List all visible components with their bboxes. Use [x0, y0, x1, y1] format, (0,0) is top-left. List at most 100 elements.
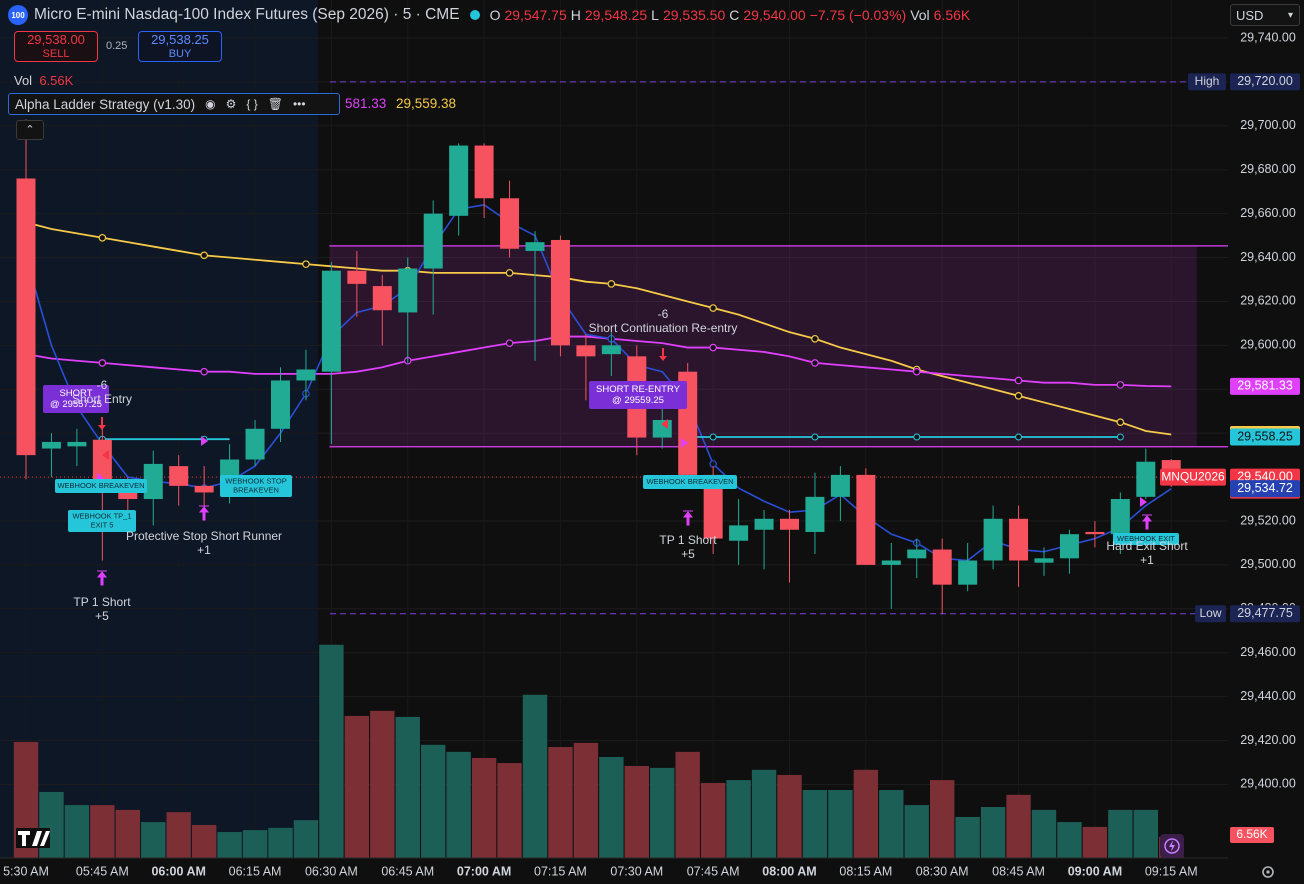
candle-body — [1059, 534, 1079, 559]
stop-dot — [709, 433, 717, 441]
x-tick-label: 07:45 AM — [687, 864, 740, 878]
volume-bar — [802, 790, 828, 858]
annotation-box-text: WEBHOOK BREAKEVEN — [646, 477, 733, 486]
candle-body — [271, 380, 290, 429]
indicator-value: 29,559.38 — [396, 96, 457, 111]
line-dot — [302, 260, 310, 268]
annotation-box-text: @ 29559.25 — [612, 395, 664, 406]
price-badge — [1230, 428, 1300, 446]
indicator-value: 581.33 — [345, 96, 387, 111]
replay-button[interactable] — [1160, 834, 1184, 858]
volume-bar — [446, 751, 471, 858]
candle-body — [881, 560, 901, 565]
price-badge-label: 29,540.00 — [1237, 469, 1293, 483]
y-tick-label: 29,420.00 — [1240, 733, 1296, 747]
annotation-text: -6 — [658, 307, 669, 321]
price-badge — [1230, 605, 1300, 623]
volume-bar — [370, 710, 395, 858]
volume-bar — [980, 807, 1006, 858]
price-tag-label: Low — [1199, 606, 1221, 620]
settings-button[interactable] — [1262, 866, 1274, 878]
indicator-line — [25, 335, 1172, 388]
volume-badge-label: 6.56K — [1236, 827, 1267, 841]
symbol-header: 100 Micro E-mini Nasdaq-100 Index Future… — [8, 4, 970, 26]
candle-body — [16, 178, 36, 456]
volume-bar — [64, 805, 90, 858]
line-dot — [1116, 381, 1125, 389]
volume-bar — [497, 763, 522, 858]
annotation-box-text: SHORT — [59, 388, 92, 399]
volume-bar — [1133, 809, 1158, 858]
volume-bar — [955, 816, 980, 858]
volume-bar — [319, 644, 344, 858]
axes: 29,740.00 29,720.00 29,700.00 29,680.00 29,6… — [3, 30, 1300, 878]
annotation-box — [55, 479, 147, 493]
price-badge-label: 29,558.25 — [1237, 429, 1293, 443]
y-tick-label: 29,740.00 — [1240, 30, 1296, 44]
candle-body — [754, 518, 774, 530]
marker — [102, 450, 109, 460]
price-tag — [1160, 468, 1226, 486]
symbol-badge: 100 — [8, 5, 28, 25]
x-tick-label: 07:15 AM — [534, 864, 587, 878]
buy-button[interactable]: 29,538.25 BUY — [138, 31, 222, 62]
annotation-text: +1 — [197, 543, 211, 557]
line-dot — [811, 334, 819, 343]
zone — [329, 245, 1197, 447]
ohlc-value: 29,547.75 — [504, 7, 567, 23]
candle-body — [372, 286, 392, 311]
volume-bar — [548, 747, 573, 858]
stop-dot — [1015, 433, 1023, 441]
y-tick-label: 29,520.00 — [1240, 513, 1296, 527]
collapse-button[interactable]: ⌃ — [16, 120, 44, 140]
ohlc-value: 29,548.25 — [584, 7, 648, 23]
candle-body — [500, 198, 520, 249]
candle-body — [652, 419, 672, 438]
icon-eye[interactable]: ◉ — [205, 97, 216, 111]
candle-body — [729, 525, 749, 541]
volume-bar — [1082, 826, 1108, 858]
line-dot — [200, 251, 208, 260]
volume-bar — [471, 757, 497, 858]
x-tick-label: 5:30 AM — [3, 864, 49, 878]
annotation-box — [1113, 533, 1179, 545]
annotation-text: +1 — [1140, 553, 1154, 567]
volume-legend: Vol 6.56K — [14, 73, 73, 88]
volume-bar — [1108, 809, 1133, 858]
indicator-legend[interactable]: Alpha Ladder Strategy (v1.30) ◉ ⚙ { } 🗑 … — [8, 93, 340, 115]
gear-center — [1266, 870, 1270, 874]
volume-bar — [522, 694, 548, 858]
volume-bar — [268, 827, 293, 858]
y-tick-label: 29,600.00 — [1240, 338, 1296, 352]
volume-bar — [395, 716, 420, 858]
stop-dot — [913, 433, 921, 441]
price-tag — [1195, 605, 1226, 623]
entry-arrow — [98, 417, 106, 430]
symbol-title[interactable]: Micro E-mini Nasdaq-100 Index Futures (S… — [34, 6, 460, 23]
line-dot — [98, 359, 107, 367]
candle-body — [958, 560, 978, 585]
annotation-box-text: WEBHOOK STOP — [225, 476, 287, 485]
ohlc-value: 29,540.00 — [743, 7, 806, 23]
volume-bar — [726, 780, 751, 858]
line-dot — [811, 359, 819, 367]
gear — [1262, 866, 1274, 878]
candle-body — [525, 242, 545, 251]
line-dot — [1014, 392, 1023, 400]
replay-bolt — [1169, 840, 1175, 852]
sell-button[interactable]: 29,538.00 SELL — [14, 31, 98, 62]
price-tag — [1188, 73, 1226, 91]
marker — [661, 419, 668, 429]
currency: USD — [1236, 7, 1264, 23]
tv-logo[interactable] — [16, 828, 50, 848]
currency-select[interactable]: USD ▾ — [1230, 4, 1300, 26]
candle-body — [856, 474, 876, 565]
icon-delete[interactable]: 🗑 — [267, 97, 283, 111]
y-tick-label: 29,400.00 — [1240, 777, 1296, 791]
icon-more[interactable]: ••• — [292, 97, 306, 111]
annotation-box — [43, 385, 109, 413]
icon-settings[interactable]: ⚙ — [225, 97, 237, 111]
exit-arrow — [96, 570, 108, 586]
icon-source[interactable]: { } — [246, 97, 258, 111]
